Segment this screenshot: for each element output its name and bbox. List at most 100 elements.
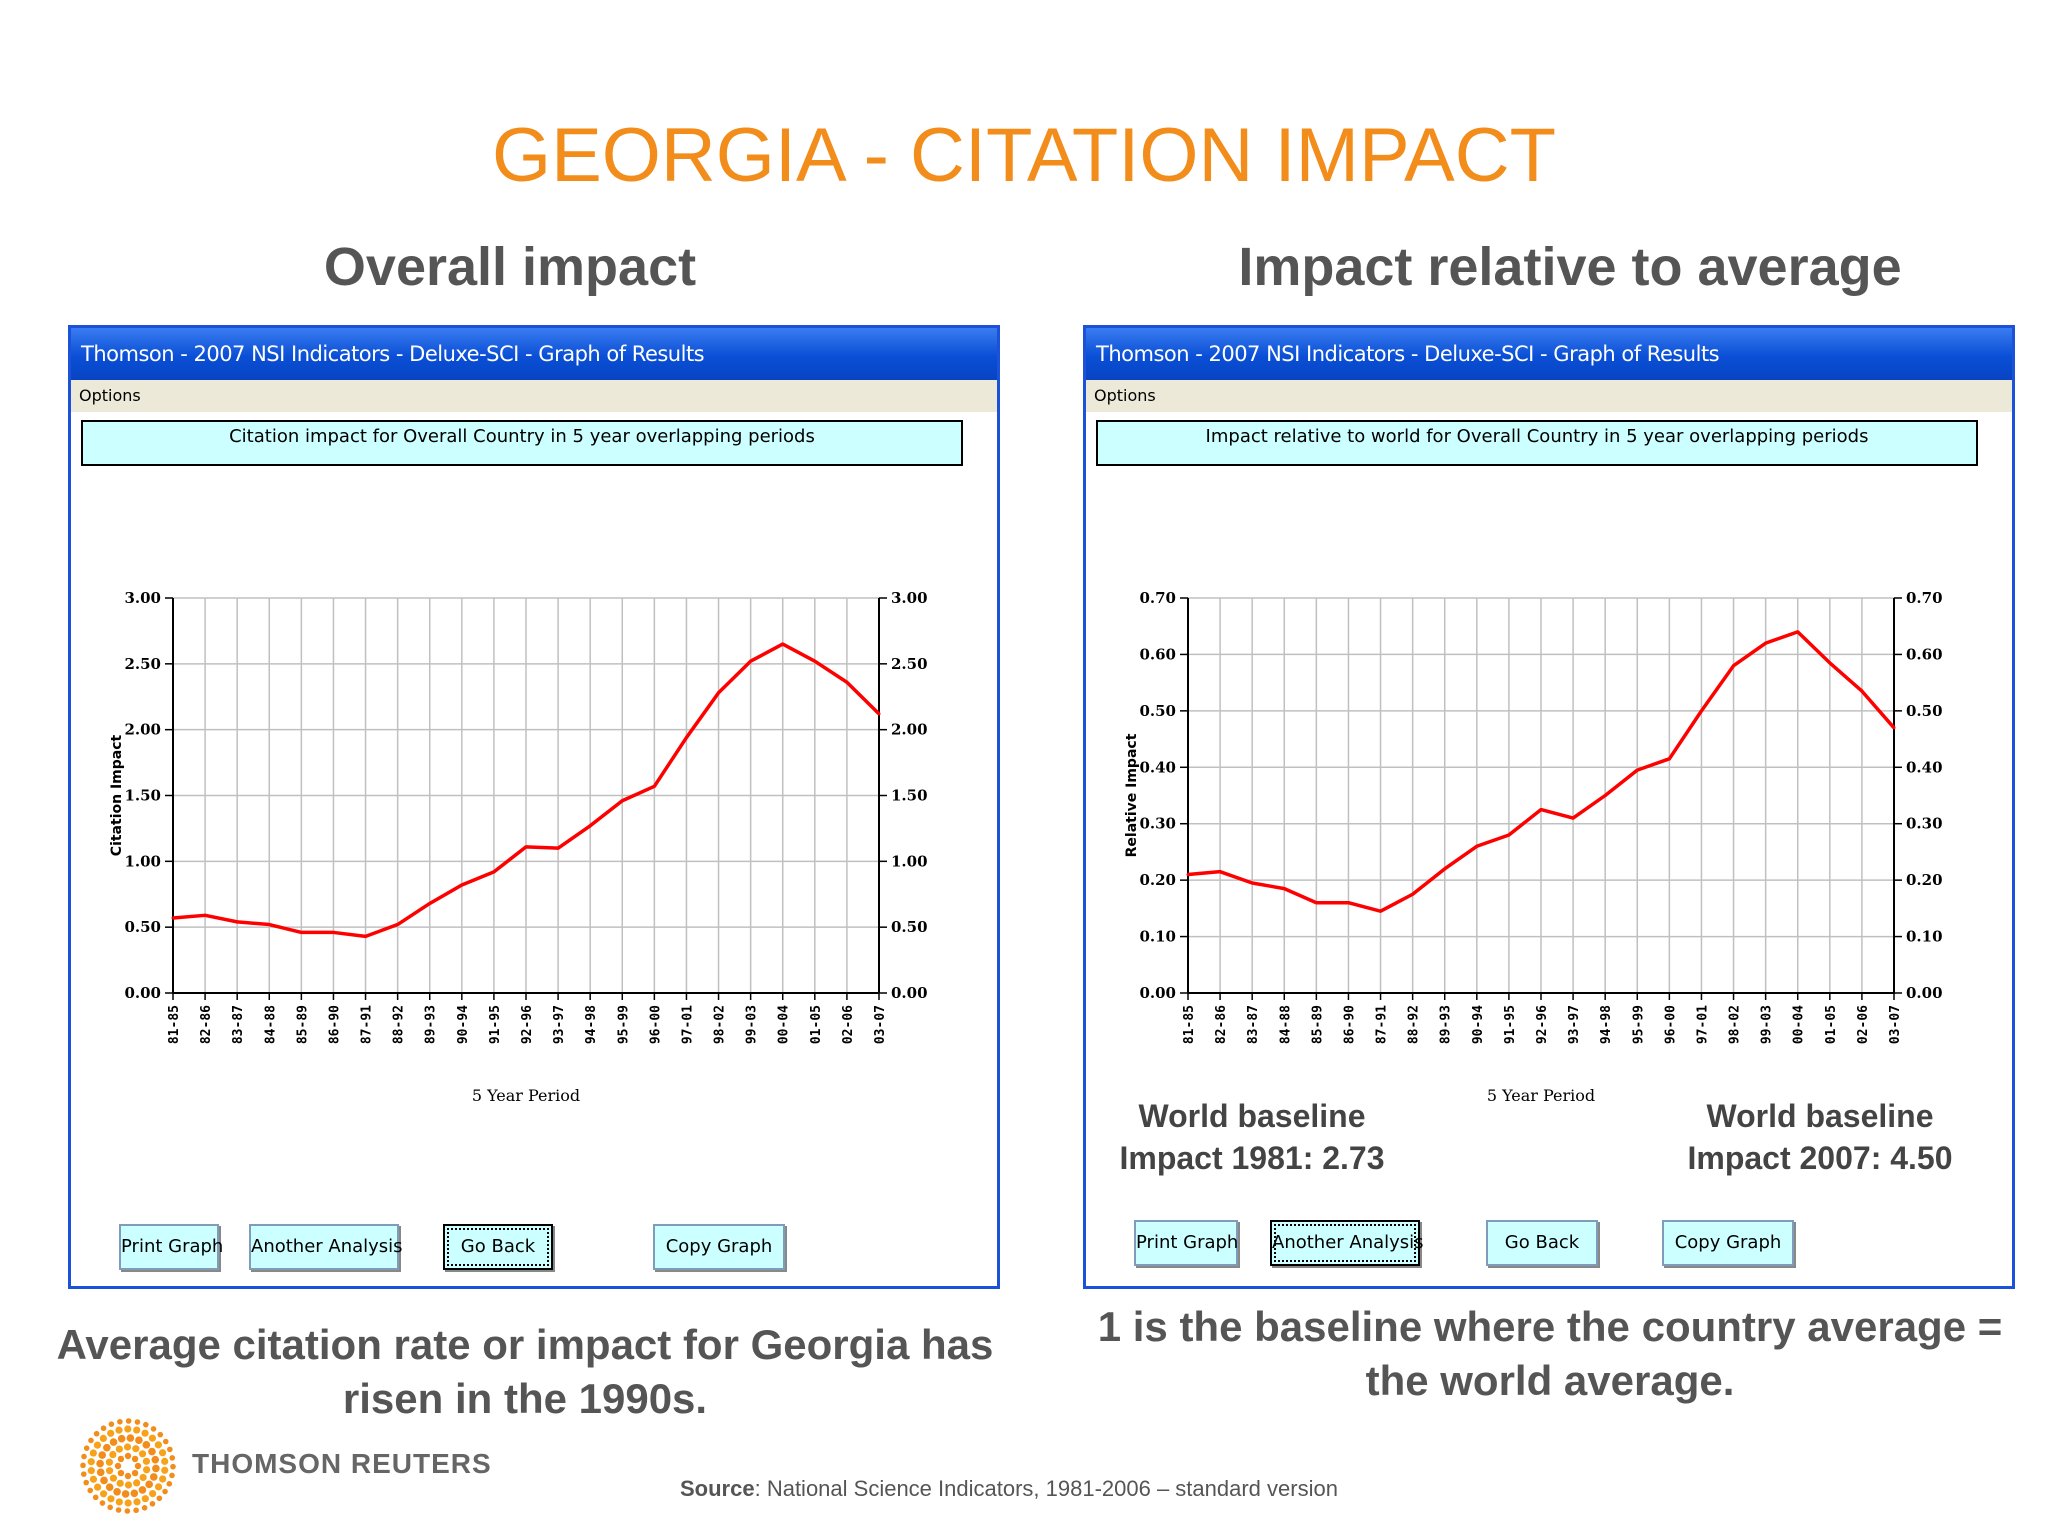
thomson-reuters-logo-icon — [80, 1418, 176, 1514]
logo-dot — [133, 1479, 141, 1487]
logo-dot — [154, 1483, 163, 1491]
window-titlebar[interactable]: Thomson - 2007 NSI Indicators - Deluxe-S… — [1086, 328, 2012, 380]
x-tick-label: 98-02 — [713, 1005, 728, 1044]
go-back-button[interactable]: Go Back — [1486, 1220, 1598, 1266]
logo-dot — [105, 1458, 113, 1466]
x-tick-label: 03-07 — [873, 1005, 888, 1044]
x-tick-label: 95-99 — [1631, 1005, 1646, 1044]
data-point — [1635, 768, 1639, 772]
y-tick-label-right: 3.00 — [891, 589, 928, 607]
data-point — [588, 824, 592, 828]
logo-dot — [121, 1490, 130, 1498]
data-point — [845, 680, 849, 684]
go-back-button[interactable]: Go Back — [443, 1224, 553, 1270]
logo-dot — [134, 1419, 141, 1425]
x-tick-label: 92-96 — [520, 1005, 535, 1044]
data-point — [1732, 664, 1736, 668]
logo-dot — [133, 1507, 139, 1514]
x-tick-label: 01-05 — [809, 1005, 824, 1044]
logo-dot — [141, 1495, 149, 1503]
x-tick-label: 84-88 — [1278, 1005, 1293, 1044]
logo-dot — [141, 1505, 148, 1511]
logo-dot — [138, 1486, 147, 1494]
data-point — [1411, 892, 1415, 896]
logo-dot — [124, 1481, 133, 1489]
data-point — [1860, 689, 1864, 693]
x-tick-label: 00-04 — [777, 1005, 792, 1044]
x-tick-label: 02-06 — [841, 1005, 856, 1044]
y-tick-label-left: 2.50 — [124, 655, 161, 673]
print-graph-button[interactable]: Print Graph — [119, 1224, 223, 1270]
logo-dot — [108, 1421, 115, 1427]
logo-dot — [169, 1472, 175, 1479]
x-tick-label: 88-92 — [392, 1005, 407, 1044]
logo-dot — [141, 1429, 149, 1437]
data-point — [1603, 794, 1607, 797]
data-point — [1282, 887, 1286, 891]
another-analysis-button[interactable]: Another Analysis — [1270, 1220, 1424, 1266]
data-point — [1571, 816, 1575, 820]
logo-dot — [135, 1436, 143, 1445]
y-tick-label-right: 2.00 — [891, 721, 928, 739]
logo-dot — [170, 1463, 176, 1470]
x-tick-label: 95-99 — [616, 1005, 631, 1044]
logo-dot — [113, 1487, 121, 1496]
y-tick-label-left: 0.00 — [124, 984, 161, 1002]
data-point — [620, 799, 624, 803]
left-graph-window: Thomson - 2007 NSI Indicators - Deluxe-S… — [68, 325, 1000, 1289]
logo-dot — [109, 1474, 118, 1482]
logo-dot — [100, 1476, 108, 1485]
data-point — [1250, 881, 1254, 885]
y-tick-label-left: 0.50 — [124, 918, 161, 936]
x-axis-label: 5 Year Period — [472, 1086, 580, 1105]
logo-dot — [131, 1469, 139, 1477]
logo-dot — [80, 1462, 86, 1469]
print-graph-button[interactable]: Print Graph — [1134, 1220, 1238, 1266]
y-tick-label-left: 2.00 — [124, 721, 161, 739]
logo-dot — [124, 1472, 132, 1480]
y-axis-label: Citation Impact — [109, 734, 125, 856]
logo-dot — [81, 1453, 87, 1460]
x-tick-label: 84-88 — [263, 1005, 278, 1044]
menu-item-options[interactable]: Options — [79, 386, 141, 405]
x-tick-label: 87-91 — [360, 1005, 375, 1044]
data-point — [1379, 909, 1383, 913]
data-point — [1507, 833, 1511, 837]
data-point — [684, 736, 688, 740]
window-titlebar[interactable]: Thomson - 2007 NSI Indicators - Deluxe-S… — [71, 328, 997, 380]
logo-dot — [143, 1421, 149, 1428]
logo-dot — [109, 1450, 117, 1459]
logo-dot — [159, 1475, 167, 1483]
data-point — [364, 934, 368, 938]
data-point — [235, 920, 239, 924]
logo-dot — [150, 1426, 157, 1432]
logo-dot — [161, 1466, 169, 1474]
copy-graph-button[interactable]: Copy Graph — [1662, 1220, 1794, 1266]
y-tick-label-left: 1.50 — [124, 787, 161, 805]
relative-impact-chart: 0.00 0.00 0.10 0.10 0.20 0.20 0.30 0.30 0.40 0.40… — [1124, 589, 1943, 1105]
menu-item-options[interactable]: Options — [1094, 386, 1156, 405]
logo-dot — [83, 1479, 89, 1486]
x-tick-label: 97-01 — [1695, 1005, 1710, 1044]
another-analysis-button[interactable]: Another Analysis — [249, 1224, 403, 1270]
brand-name: THOMSON REUTERS — [192, 1448, 492, 1479]
data-point — [1314, 901, 1318, 905]
logo-dot — [162, 1488, 168, 1495]
logo-dot — [94, 1483, 102, 1491]
logo-dot — [169, 1455, 176, 1461]
logo-dot — [142, 1441, 151, 1449]
y-tick-label-right: 0.50 — [1906, 702, 1943, 720]
logo-dot — [151, 1455, 160, 1464]
logo-dot — [89, 1475, 98, 1483]
logo-dot — [133, 1498, 141, 1506]
logo-dot — [100, 1425, 107, 1432]
logo-dot — [149, 1500, 156, 1507]
x-tick-label: 85-89 — [1310, 1005, 1325, 1044]
x-tick-label: 90-94 — [1471, 1005, 1486, 1044]
logo-dot — [99, 1434, 107, 1443]
logo-dot — [115, 1498, 123, 1506]
logo-dot — [80, 1471, 87, 1477]
x-tick-label: 99-03 — [745, 1005, 760, 1044]
copy-graph-button[interactable]: Copy Graph — [653, 1224, 785, 1270]
y-tick-label-right: 0.00 — [891, 984, 928, 1002]
